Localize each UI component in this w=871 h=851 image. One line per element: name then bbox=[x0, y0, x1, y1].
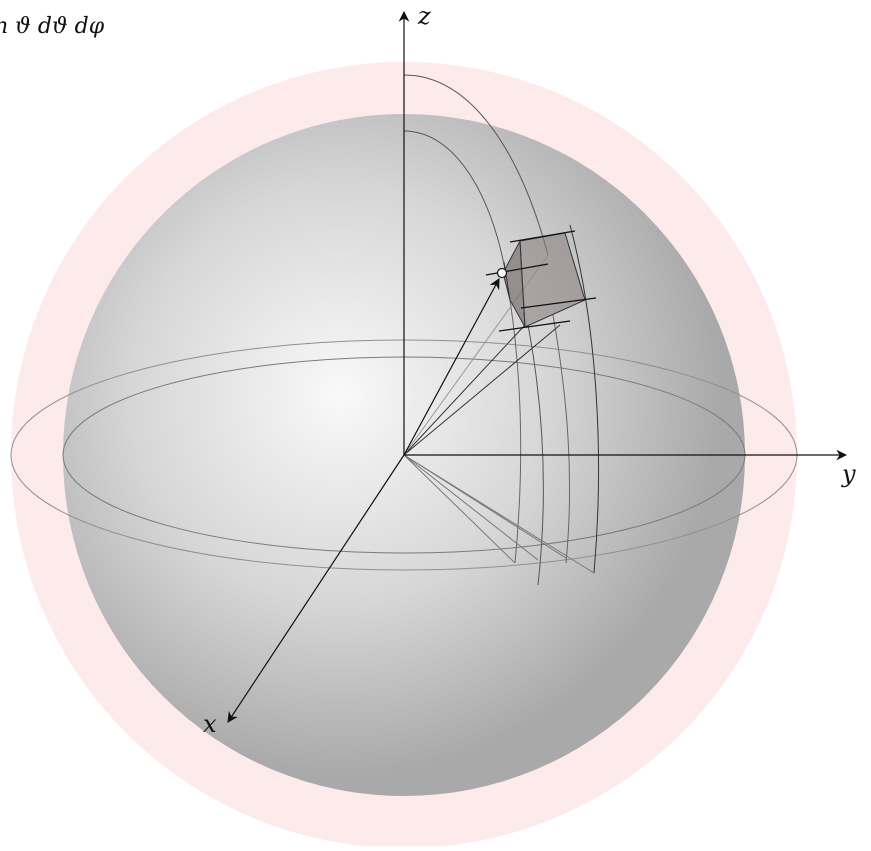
point-marker bbox=[496, 267, 508, 279]
element-edge-lower bbox=[520, 297, 597, 309]
projection-line-1 bbox=[403, 454, 516, 564]
ray-to-element-1 bbox=[403, 324, 526, 456]
position-vector bbox=[403, 278, 500, 456]
ray-to-element-2 bbox=[403, 324, 561, 456]
meridian-curve-3 bbox=[552, 314, 571, 564]
formula-label: n ϑ dϑ dφ bbox=[0, 14, 105, 39]
outer-meridian-arc bbox=[403, 74, 549, 256]
inner-meridian-arc bbox=[403, 130, 507, 276]
volume-element bbox=[485, 230, 597, 332]
x-axis bbox=[227, 454, 405, 723]
element-edge-left bbox=[503, 261, 511, 301]
element-edge-mid bbox=[485, 263, 549, 276]
meridian-curve-2 bbox=[527, 324, 544, 586]
x-axis-label: x bbox=[203, 710, 217, 738]
y-axis-label: y bbox=[842, 460, 856, 488]
element-edge-bottom bbox=[498, 320, 571, 332]
meridian-curve-4 bbox=[569, 224, 599, 574]
projection-line-4 bbox=[403, 454, 595, 574]
projection-line-2 bbox=[403, 454, 539, 561]
element-edge-top bbox=[509, 230, 576, 243]
z-axis-label: z bbox=[418, 2, 431, 30]
